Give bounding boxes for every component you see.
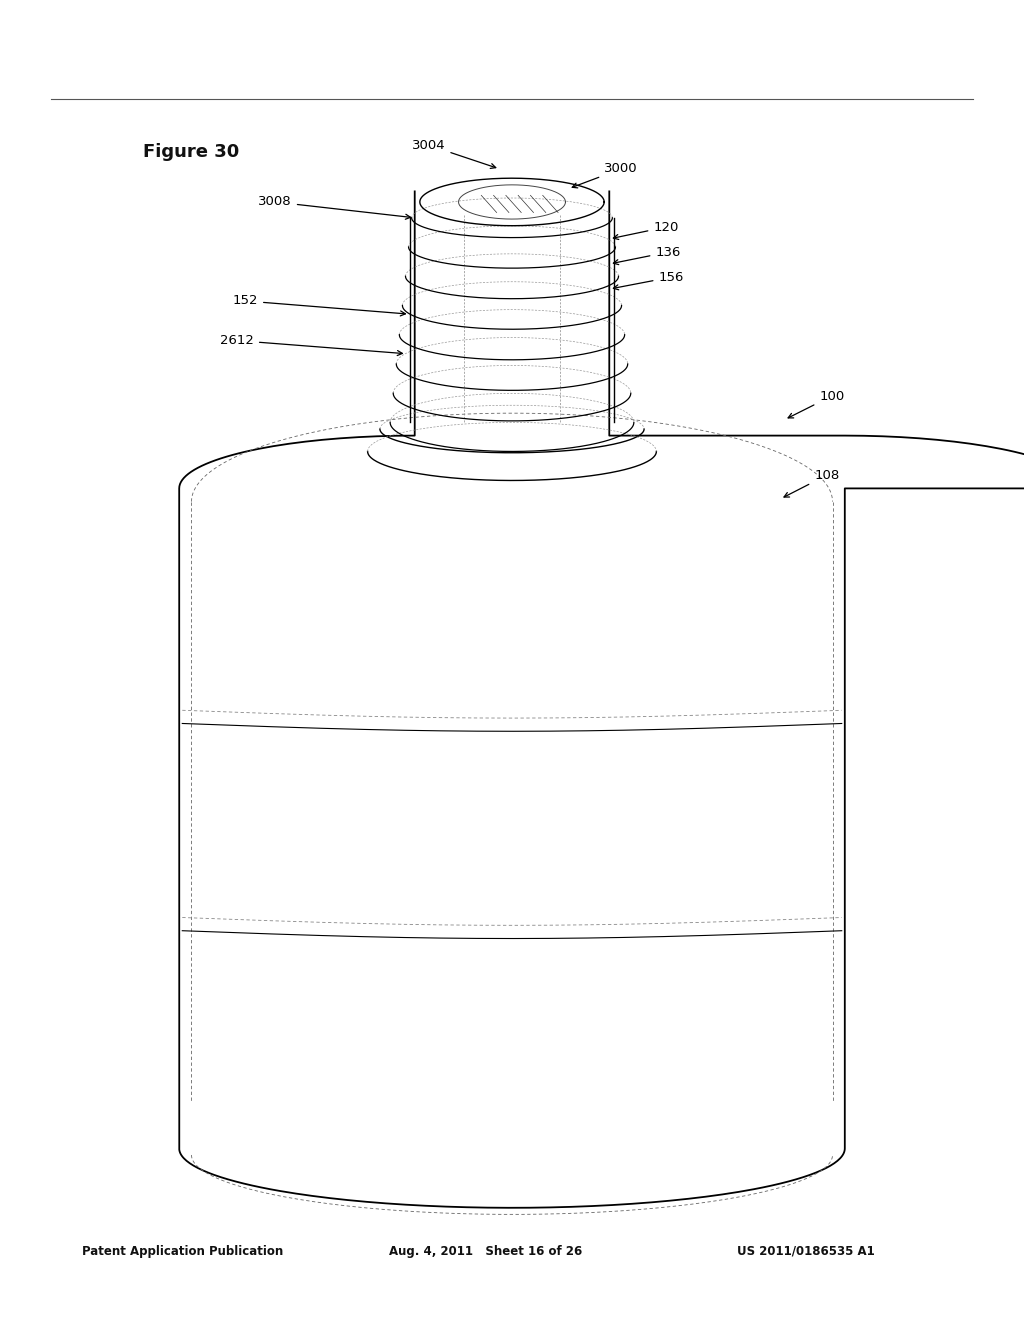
Text: Patent Application Publication: Patent Application Publication bbox=[82, 1245, 284, 1258]
Text: 156: 156 bbox=[613, 271, 684, 290]
Text: 136: 136 bbox=[613, 246, 681, 264]
Text: 100: 100 bbox=[788, 389, 845, 418]
Text: 3000: 3000 bbox=[572, 162, 638, 187]
Text: 2612: 2612 bbox=[220, 334, 402, 355]
Text: US 2011/0186535 A1: US 2011/0186535 A1 bbox=[737, 1245, 876, 1258]
Text: 108: 108 bbox=[784, 469, 840, 498]
Text: 3008: 3008 bbox=[258, 195, 411, 219]
Text: 120: 120 bbox=[613, 220, 679, 239]
Text: 3004: 3004 bbox=[412, 139, 496, 169]
Text: Aug. 4, 2011   Sheet 16 of 26: Aug. 4, 2011 Sheet 16 of 26 bbox=[389, 1245, 583, 1258]
Text: 152: 152 bbox=[232, 294, 406, 315]
Text: Figure 30: Figure 30 bbox=[143, 143, 240, 161]
